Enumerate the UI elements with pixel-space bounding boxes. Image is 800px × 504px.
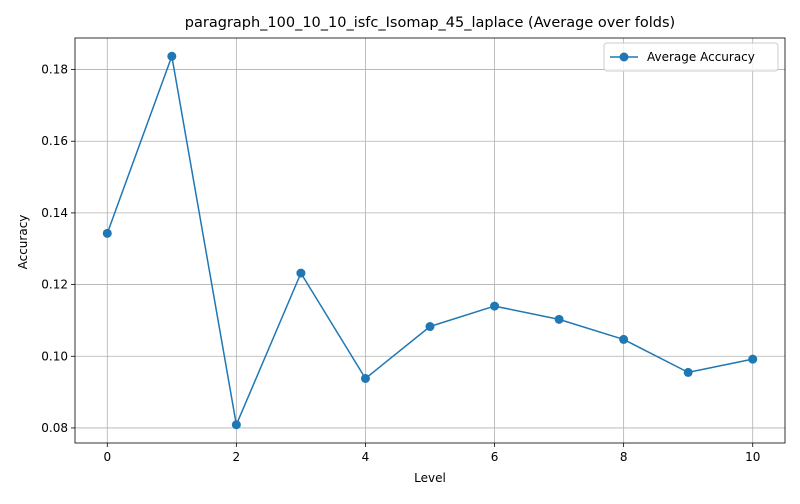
data-point [490,301,500,311]
data-point [619,334,629,344]
x-tick-label: 6 [491,450,499,464]
data-point [167,51,177,61]
data-point [554,314,564,324]
legend-entry-label: Average Accuracy [647,50,755,64]
data-point [102,228,112,238]
x-tick-label: 0 [103,450,111,464]
x-tick-label: 8 [620,450,628,464]
chart-title: paragraph_100_10_10_isfc_Isomap_45_lapla… [185,15,675,31]
y-axis-label: Accuracy [16,215,30,270]
legend: Average Accuracy [603,42,779,72]
data-point [683,367,693,377]
data-point [425,322,435,332]
data-point [231,420,241,430]
data-point [296,268,306,278]
x-axis-ticks: 0 2 4 6 8 10 [103,443,760,464]
y-axis-ticks: 0.08 0.10 0.12 0.14 0.16 0.18 [41,63,75,435]
plot-area-frame [74,37,786,444]
data-point [748,354,758,364]
y-tick-label: 0.16 [41,134,68,148]
y-tick-label: 0.12 [41,278,68,292]
x-tick-label: 2 [233,450,241,464]
grid [75,38,785,443]
series-layer [102,51,758,430]
y-tick-label: 0.08 [41,421,68,435]
legend-marker-swatch [619,52,629,62]
legend-frame [603,42,779,72]
y-tick-label: 0.18 [41,63,68,77]
y-tick-label: 0.14 [41,206,68,220]
x-tick-label: 4 [362,450,370,464]
y-tick-label: 0.10 [41,349,68,363]
data-point [360,373,370,383]
x-tick-label: 10 [745,450,760,464]
x-axis-label: Level [414,471,446,485]
